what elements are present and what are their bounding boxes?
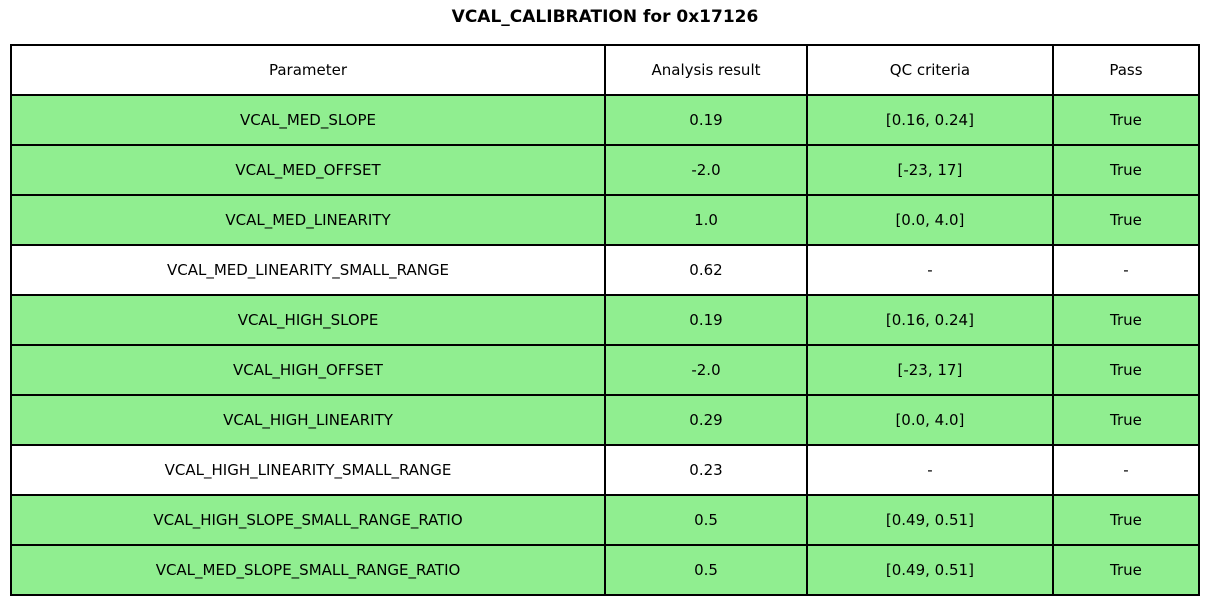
table-row: VCAL_HIGH_OFFSET -2.0 [-23, 17] True [9,344,1201,396]
cell-pass: True [1051,94,1201,146]
cell-parameter: VCAL_HIGH_OFFSET [9,344,607,396]
cell-analysis-result: -2.0 [604,144,808,196]
table-header: Parameter Analysis result QC criteria Pa… [9,44,1201,96]
cell-parameter: VCAL_MED_LINEARITY_SMALL_RANGE [9,244,607,296]
cell-analysis-result: 0.62 [604,244,808,296]
table-row: VCAL_HIGH_LINEARITY 0.29 [0.0, 4.0] True [9,394,1201,446]
cell-pass: - [1051,244,1201,296]
page-title: VCAL_CALIBRATION for 0x17126 [451,7,759,27]
table-row: VCAL_HIGH_LINEARITY_SMALL_RANGE 0.23 - - [9,444,1201,496]
cell-qc-criteria: [0.16, 0.24] [805,294,1054,346]
cell-qc-criteria: - [805,444,1054,496]
cell-pass: True [1051,344,1201,396]
cell-parameter: VCAL_MED_OFFSET [9,144,607,196]
cell-pass: - [1051,444,1201,496]
cell-qc-criteria: [0.0, 4.0] [805,194,1054,246]
cell-qc-criteria: [0.49, 0.51] [805,494,1054,546]
cell-pass: True [1051,144,1201,196]
cell-analysis-result: -2.0 [604,344,808,396]
cell-qc-criteria: [0.49, 0.51] [805,544,1054,596]
cell-parameter: VCAL_HIGH_SLOPE_SMALL_RANGE_RATIO [9,494,607,546]
table-row: VCAL_HIGH_SLOPE_SMALL_RANGE_RATIO 0.5 [0… [9,494,1201,546]
cell-parameter: VCAL_MED_SLOPE_SMALL_RANGE_RATIO [9,544,607,596]
column-header-parameter: Parameter [9,44,607,96]
table-row: VCAL_MED_LINEARITY 1.0 [0.0, 4.0] True [9,194,1201,246]
cell-parameter: VCAL_HIGH_LINEARITY_SMALL_RANGE [9,444,607,496]
cell-qc-criteria: [0.16, 0.24] [805,94,1054,146]
cell-parameter: VCAL_HIGH_SLOPE [9,294,607,346]
cell-qc-criteria: [-23, 17] [805,144,1054,196]
cell-pass: True [1051,494,1201,546]
cell-pass: True [1051,294,1201,346]
cell-parameter: VCAL_HIGH_LINEARITY [9,394,607,446]
cell-pass: True [1051,394,1201,446]
cell-analysis-result: 0.23 [604,444,808,496]
table-row: VCAL_MED_SLOPE_SMALL_RANGE_RATIO 0.5 [0.… [9,544,1201,596]
cell-analysis-result: 0.29 [604,394,808,446]
table-body: VCAL_MED_SLOPE 0.19 [0.16, 0.24] True VC… [9,94,1201,596]
column-header-pass: Pass [1051,44,1201,96]
column-header-qc-criteria: QC criteria [805,44,1054,96]
cell-analysis-result: 0.5 [604,544,808,596]
cell-analysis-result: 0.5 [604,494,808,546]
cell-qc-criteria: [0.0, 4.0] [805,394,1054,446]
table-row: VCAL_MED_OFFSET -2.0 [-23, 17] True [9,144,1201,196]
table-header-row: Parameter Analysis result QC criteria Pa… [9,44,1201,96]
column-header-analysis-result: Analysis result [604,44,808,96]
cell-parameter: VCAL_MED_LINEARITY [9,194,607,246]
cell-analysis-result: 0.19 [604,94,808,146]
cell-qc-criteria: [-23, 17] [805,344,1054,396]
cell-qc-criteria: - [805,244,1054,296]
table-row: VCAL_MED_SLOPE 0.19 [0.16, 0.24] True [9,94,1201,146]
cell-pass: True [1051,194,1201,246]
table-row: VCAL_MED_LINEARITY_SMALL_RANGE 0.62 - - [9,244,1201,296]
cell-analysis-result: 0.19 [604,294,808,346]
cell-pass: True [1051,544,1201,596]
table-row: VCAL_HIGH_SLOPE 0.19 [0.16, 0.24] True [9,294,1201,346]
qc-results-table: Parameter Analysis result QC criteria Pa… [9,44,1201,596]
cell-analysis-result: 1.0 [604,194,808,246]
cell-parameter: VCAL_MED_SLOPE [9,94,607,146]
